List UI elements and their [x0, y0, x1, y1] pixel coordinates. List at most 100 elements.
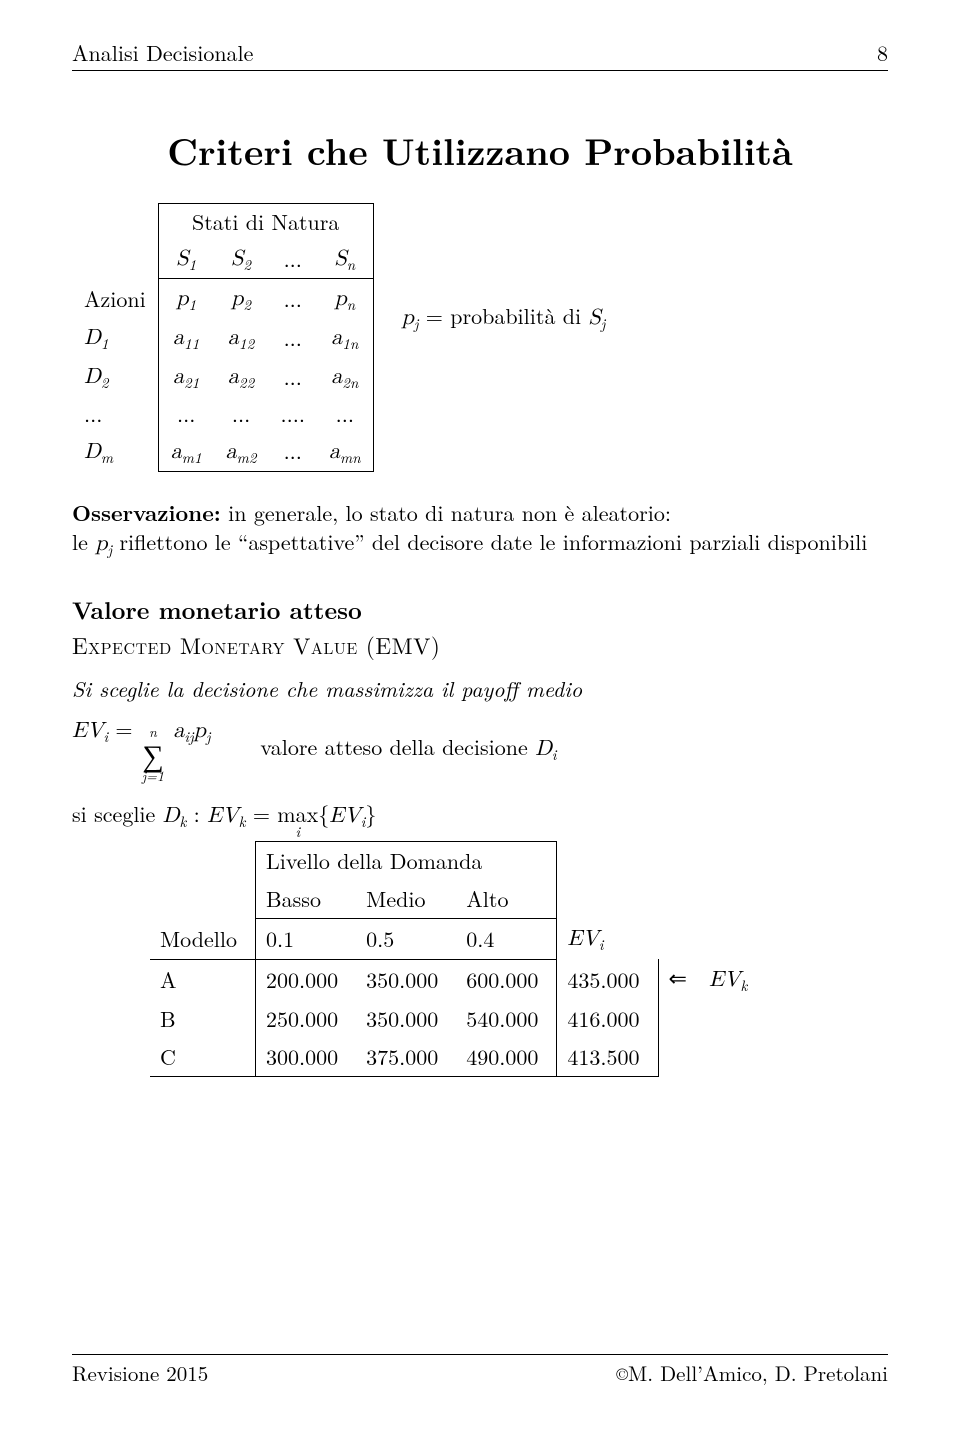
- sum: n ∑ j=1: [140, 725, 166, 783]
- col-h-3: ...: [269, 239, 317, 278]
- col-h-2-sub: 2: [243, 254, 251, 275]
- a1ns: 1n: [342, 333, 358, 354]
- p1: p: [176, 288, 188, 310]
- EVk-sub: k: [239, 810, 246, 831]
- D1s: 1: [101, 333, 109, 354]
- pns: n: [347, 294, 355, 315]
- emv-desc: valore atteso della decisione Di: [260, 732, 556, 765]
- states-table-wrap: Stati di Natura S1 S2 ... Sn Azioni p1 p…: [72, 203, 888, 472]
- D1: D: [84, 327, 101, 349]
- emv-choose: si sceglie Dk : EVk = maxi{EVi}: [72, 799, 888, 832]
- t2-ev: EV: [567, 928, 598, 950]
- states-table: Stati di Natura S1 S2 ... Sn Azioni p1 p…: [72, 203, 374, 472]
- t2-super: Livello della Domanda: [256, 842, 557, 880]
- Di: D: [535, 738, 552, 760]
- page-title: Criteri che Utilizzano Probabilità: [72, 125, 888, 175]
- p2s: 2: [243, 294, 251, 315]
- Dms: m: [101, 447, 113, 468]
- D2s: 2: [101, 372, 109, 393]
- c-dots-1: ...: [158, 396, 213, 432]
- page-header: Analisi Decisionale 8: [72, 38, 888, 68]
- D2: D: [84, 366, 101, 388]
- pj2: p: [194, 720, 206, 742]
- obs2-pj: p: [95, 533, 107, 555]
- pj2-sub: j: [206, 725, 211, 746]
- t2-p2: 0.5: [356, 918, 456, 959]
- emv-lhs: EVi = n ∑ j=1 aijpj: [72, 714, 210, 783]
- t2-C2: 375.000: [356, 1038, 456, 1076]
- EVk2-sub: k: [740, 975, 747, 996]
- Dk: D: [163, 805, 180, 827]
- choose-colon: :: [186, 798, 207, 829]
- footer-rule: [72, 1354, 888, 1355]
- emv-sub: Expected Monetary Value (EMV): [72, 629, 888, 660]
- demand-table: Livello della Domanda Basso Medio Alto M…: [150, 841, 765, 1076]
- col-h-4: S: [334, 248, 346, 270]
- a22s: 22: [239, 372, 254, 393]
- a2-dots: ...: [269, 357, 317, 396]
- col-h-1-sub: 1: [188, 254, 196, 275]
- pj-sym: p: [402, 307, 414, 329]
- a2n: a: [331, 366, 342, 388]
- side-mid: = probabilità di: [418, 300, 588, 331]
- am2s: m2: [237, 447, 257, 468]
- t2-B3: 540.000: [456, 1000, 557, 1038]
- footer-left: Revisione 2015: [72, 1359, 208, 1387]
- col-h-1: S: [176, 248, 188, 270]
- obs2-pre: le: [72, 526, 95, 557]
- row-azioni-label: Azioni: [72, 279, 158, 318]
- t2-B2: 350.000: [356, 1000, 456, 1038]
- EVi2: EV: [329, 805, 360, 827]
- p-dots: ...: [269, 279, 317, 318]
- amn: a: [329, 441, 340, 463]
- t2-A3: 600.000: [456, 959, 557, 1000]
- Sj-sub: j: [601, 313, 606, 334]
- am1s: m1: [182, 447, 202, 468]
- col-h-4-sub: n: [347, 254, 355, 275]
- Dm: D: [84, 441, 101, 463]
- brace-open: {: [318, 798, 329, 829]
- a12s: 12: [239, 333, 254, 354]
- choose-eq: =: [246, 798, 278, 829]
- a2ns: 2n: [342, 372, 358, 393]
- t2-rC: C: [150, 1038, 256, 1076]
- t2-Cev: 413.500: [557, 1038, 658, 1076]
- footer-authors: M. Dell’Amico, D. Pretolani: [628, 1358, 888, 1388]
- p2: p: [231, 288, 243, 310]
- emv-formula: EVi = n ∑ j=1 aijpj valore atteso della …: [72, 714, 888, 783]
- a21: a: [173, 366, 184, 388]
- obs-lead: Osservazione:: [72, 497, 221, 528]
- a11s: 11: [184, 333, 199, 354]
- Sj-sym: S: [588, 307, 600, 329]
- copyright-icon: ©: [616, 1361, 628, 1385]
- aij-sub: ij: [184, 725, 193, 746]
- EVk2: EV: [709, 969, 740, 991]
- EVk: EV: [207, 805, 238, 827]
- header-left: Analisi Decisionale: [72, 38, 253, 68]
- t2-modello: Modello: [150, 918, 256, 959]
- states-super-header: Stati di Natura: [158, 203, 373, 239]
- t2-c2: Medio: [356, 880, 456, 918]
- a1-dots: ...: [269, 318, 317, 357]
- c-dots-2: ...: [214, 396, 269, 432]
- t2-p1: 0.1: [256, 918, 357, 959]
- arrow-icon: ⇐: [669, 962, 709, 993]
- t2-C1: 300.000: [256, 1038, 357, 1076]
- t2-c3: Alto: [456, 880, 557, 918]
- EV-sub: i: [103, 725, 108, 746]
- emv-desc-pre: valore atteso della decisione: [260, 731, 535, 762]
- header-page-number: 8: [877, 38, 888, 68]
- emv-block: Valore monetario atteso Expected Monetar…: [72, 594, 888, 1076]
- t2-p3: 0.4: [456, 918, 557, 959]
- t2-ev-sub: i: [599, 934, 604, 955]
- t2-Aev: 435.000: [557, 959, 658, 1000]
- a11: a: [173, 327, 184, 349]
- pn: p: [334, 288, 346, 310]
- t2-rB: B: [150, 1000, 256, 1038]
- emv-heading: Valore monetario atteso: [72, 594, 888, 626]
- emv-choice-line: Si sceglie la decisione che massimizza i…: [72, 674, 888, 704]
- EV-sym: EV: [72, 720, 103, 742]
- t2-B1: 250.000: [256, 1000, 357, 1038]
- p1s: 1: [188, 294, 196, 315]
- t2-A2: 350.000: [356, 959, 456, 1000]
